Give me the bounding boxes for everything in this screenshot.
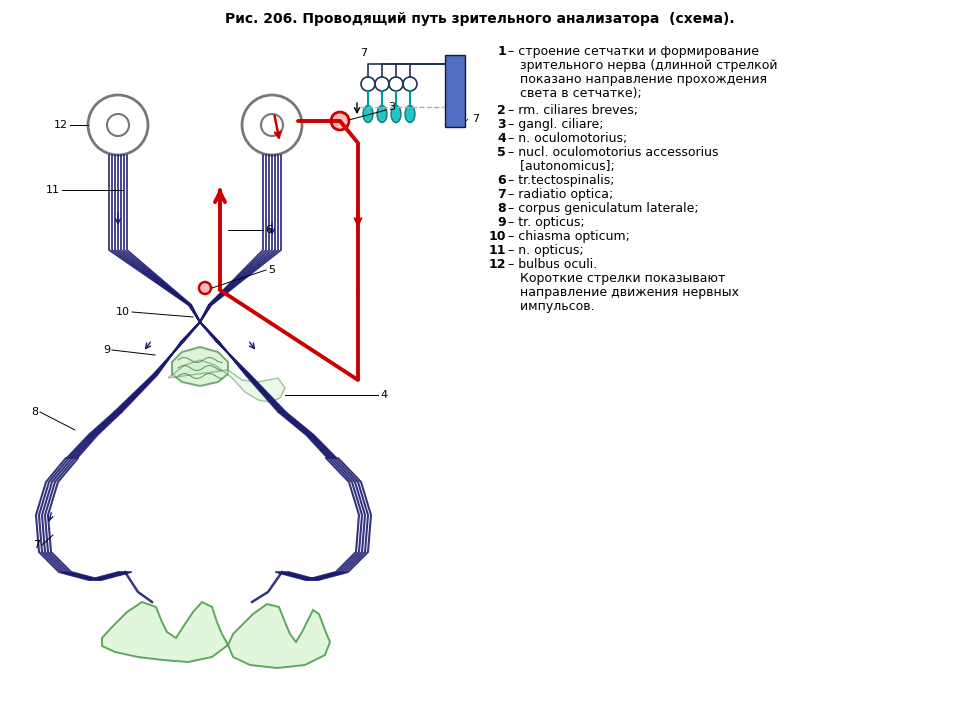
Polygon shape: [168, 360, 285, 402]
Text: 5: 5: [268, 265, 275, 275]
Text: направление движения нервных: направление движения нервных: [508, 286, 739, 299]
Text: 7: 7: [33, 540, 40, 550]
Text: – chiasma opticum;: – chiasma opticum;: [508, 230, 630, 243]
Text: 12: 12: [489, 258, 506, 271]
Text: 11: 11: [489, 244, 506, 257]
Text: – bulbus oculi.: – bulbus oculi.: [508, 258, 597, 271]
Text: 10: 10: [116, 307, 130, 317]
Text: – rm. ciliares breves;: – rm. ciliares breves;: [508, 104, 638, 117]
Text: 7: 7: [472, 114, 479, 124]
Text: – nucl. oculomotorius accessorius: – nucl. oculomotorius accessorius: [508, 146, 718, 159]
Circle shape: [331, 112, 349, 130]
Text: 8: 8: [31, 407, 38, 417]
Text: 9: 9: [103, 345, 110, 355]
Text: света в сетчатке);: света в сетчатке);: [508, 87, 641, 100]
Text: 4: 4: [497, 132, 506, 145]
Text: – corpus geniculatum laterale;: – corpus geniculatum laterale;: [508, 202, 699, 215]
Text: 10: 10: [489, 230, 506, 243]
Text: 5: 5: [497, 146, 506, 159]
Text: 11: 11: [46, 185, 60, 195]
Text: 3: 3: [388, 102, 395, 112]
Text: 2: 2: [497, 104, 506, 117]
Text: 6: 6: [497, 174, 506, 187]
Text: 9: 9: [497, 216, 506, 229]
Ellipse shape: [377, 106, 387, 122]
Ellipse shape: [391, 106, 401, 122]
Polygon shape: [102, 602, 228, 662]
Text: 8: 8: [497, 202, 506, 215]
Text: 3: 3: [497, 118, 506, 131]
Text: зрительного нерва (длинной стрелкой: зрительного нерва (длинной стрелкой: [508, 59, 778, 72]
Text: импульсов.: импульсов.: [508, 300, 594, 313]
Text: 12: 12: [54, 120, 68, 130]
Text: 7: 7: [360, 48, 367, 58]
Text: – n. oculomotorius;: – n. oculomotorius;: [508, 132, 627, 145]
Text: Короткие стрелки показывают: Короткие стрелки показывают: [508, 272, 726, 285]
Text: показано направление прохождения: показано направление прохождения: [508, 73, 767, 86]
Text: 1: 1: [497, 45, 506, 58]
Text: – tr.tectospinalis;: – tr.tectospinalis;: [508, 174, 614, 187]
Text: – n. opticus;: – n. opticus;: [508, 244, 584, 257]
Polygon shape: [228, 604, 330, 668]
Text: – radiatio optica;: – radiatio optica;: [508, 188, 613, 201]
Text: 6: 6: [265, 225, 272, 235]
Text: – tr. opticus;: – tr. opticus;: [508, 216, 585, 229]
Text: – gangl. ciliare;: – gangl. ciliare;: [508, 118, 604, 131]
Circle shape: [199, 282, 211, 294]
Ellipse shape: [363, 106, 373, 122]
Text: – строение сетчатки и формирование: – строение сетчатки и формирование: [508, 45, 759, 58]
Ellipse shape: [405, 106, 415, 122]
FancyBboxPatch shape: [445, 55, 465, 127]
Text: [autonomicus];: [autonomicus];: [508, 160, 614, 173]
Text: 4: 4: [380, 390, 387, 400]
Text: 7: 7: [497, 188, 506, 201]
Text: Рис. 206. Проводящий путь зрительного анализатора  (схема).: Рис. 206. Проводящий путь зрительного ан…: [226, 12, 734, 26]
Polygon shape: [172, 347, 228, 386]
